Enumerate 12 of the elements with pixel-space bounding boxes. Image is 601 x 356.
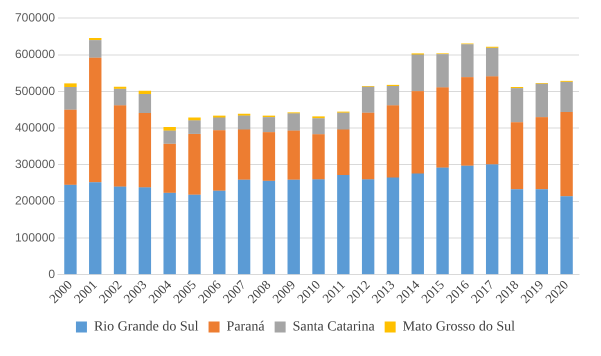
legend-label: Paraná: [226, 320, 266, 335]
y-tick-label: 700000: [14, 10, 56, 25]
y-tick-label: 500000: [14, 84, 56, 98]
legend-label: Rio Grande do Sul: [94, 320, 199, 335]
y-tick-label: 200000: [14, 194, 56, 208]
y-tick-label: 400000: [14, 120, 56, 134]
y-tick-label: 0: [48, 266, 56, 281]
y-tick-label: 600000: [14, 47, 56, 62]
legend-label: Mato Grosso do Sul: [402, 320, 516, 335]
y-tick-label: 100000: [14, 230, 56, 244]
legend-label: Santa Catarina: [292, 320, 376, 335]
y-tick-label: 300000: [14, 157, 56, 172]
